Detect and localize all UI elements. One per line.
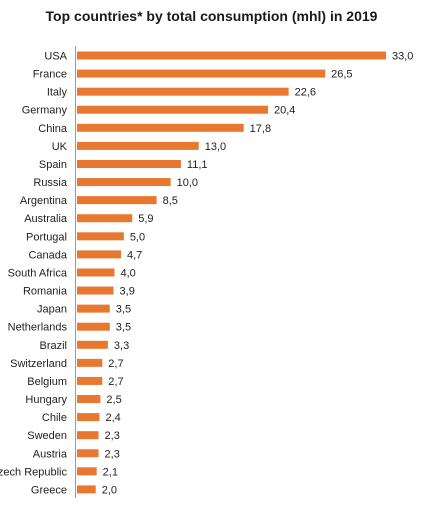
bar-sweden [77,431,99,440]
bar-uk [77,141,199,150]
bars-layer: USA 33,0 France 26,5 Italy 22,6 Germany 20,4 Chi… [0,51,413,497]
bar-czech-republic [77,467,97,476]
value-label-netherlands: 3,5 [116,322,131,334]
bar-china [77,123,244,132]
bar-brazil [77,340,108,349]
value-label-czech-republic: 2,1 [103,466,118,478]
bar-spain [77,159,181,168]
value-label-china: 17,8 [250,123,271,135]
category-label-canada: Canada [28,249,67,261]
value-label-greece: 2,0 [102,484,117,496]
bar-australia [77,214,133,223]
category-label-austria: Austria [33,448,68,460]
bar-netherlands [77,322,110,331]
bar-canada [77,250,122,259]
bar-portugal [77,232,124,241]
bar-switzerland [77,358,103,367]
bar-japan [77,304,110,313]
bar-chile [77,413,100,422]
bar-hungary [77,395,101,404]
value-label-chile: 2,4 [105,412,120,424]
value-label-switzerland: 2,7 [108,358,123,370]
category-label-germany: Germany [22,105,68,117]
value-label-sweden: 2,3 [105,430,120,442]
value-label-austria: 2,3 [105,448,120,460]
value-label-canada: 4,7 [127,249,142,261]
value-label-france: 26,5 [331,69,352,81]
category-label-south-africa: South Africa [8,267,68,279]
value-label-argentina: 8,5 [163,195,178,207]
category-label-australia: Australia [24,213,68,225]
category-label-france: France [33,69,67,81]
value-label-brazil: 3,3 [114,340,129,352]
chart-title: Top countries* by total consumption (mhl… [45,8,378,24]
bar-romania [77,286,114,295]
category-label-usa: USA [44,51,67,63]
value-label-romania: 3,9 [120,286,135,298]
bar-germany [77,105,269,114]
category-label-romania: Romania [23,286,68,298]
bar-france [77,69,326,78]
category-label-chile: Chile [42,412,67,424]
bar-greece [77,485,96,494]
bar-italy [77,87,289,96]
value-label-uk: 13,0 [205,141,226,153]
bar-south-africa [77,268,115,277]
value-label-usa: 33,0 [392,51,413,63]
category-label-spain: Spain [39,159,67,171]
value-label-portugal: 5,0 [130,231,145,243]
category-label-sweden: Sweden [27,430,67,442]
category-label-belgium: Belgium [27,376,67,388]
category-label-italy: Italy [47,87,68,99]
value-label-hungary: 2,5 [106,394,121,406]
value-label-germany: 20,4 [274,105,295,117]
value-label-japan: 3,5 [116,304,131,316]
category-label-greece: Greece [31,484,67,496]
category-label-china: China [38,123,68,135]
bar-belgium [77,376,103,385]
value-label-australia: 5,9 [138,213,153,225]
category-label-netherlands: Netherlands [8,322,68,334]
value-label-south-africa: 4,0 [120,267,135,279]
category-label-hungary: Hungary [25,394,67,406]
category-label-uk: UK [52,141,68,153]
bar-argentina [77,196,157,205]
category-label-russia: Russia [33,177,68,189]
bar-usa [77,51,386,60]
category-label-japan: Japan [37,304,67,316]
value-label-spain: 11,1 [187,159,208,171]
category-label-brazil: Brazil [39,340,67,352]
bar-austria [77,449,99,458]
value-label-belgium: 2,7 [108,376,123,388]
category-label-portugal: Portugal [26,231,67,243]
value-label-italy: 22,6 [295,87,316,99]
category-label-czech-republic: Czech Republic [0,466,67,478]
category-label-argentina: Argentina [20,195,68,207]
category-label-switzerland: Switzerland [10,358,67,370]
value-label-russia: 10,0 [177,177,198,189]
bar-russia [77,178,171,187]
